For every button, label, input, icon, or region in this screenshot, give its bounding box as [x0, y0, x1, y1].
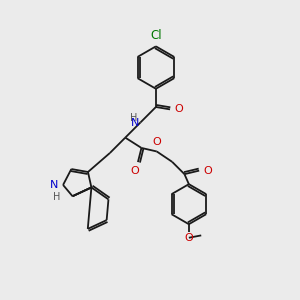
Text: N: N [131, 118, 139, 128]
Text: Cl: Cl [150, 29, 162, 42]
Text: N: N [50, 180, 58, 190]
Text: H: H [130, 113, 137, 123]
Text: O: O [203, 166, 212, 176]
Text: O: O [130, 167, 140, 176]
Text: O: O [152, 137, 161, 147]
Text: O: O [174, 104, 183, 114]
Text: O: O [184, 233, 193, 243]
Text: H: H [53, 192, 61, 202]
